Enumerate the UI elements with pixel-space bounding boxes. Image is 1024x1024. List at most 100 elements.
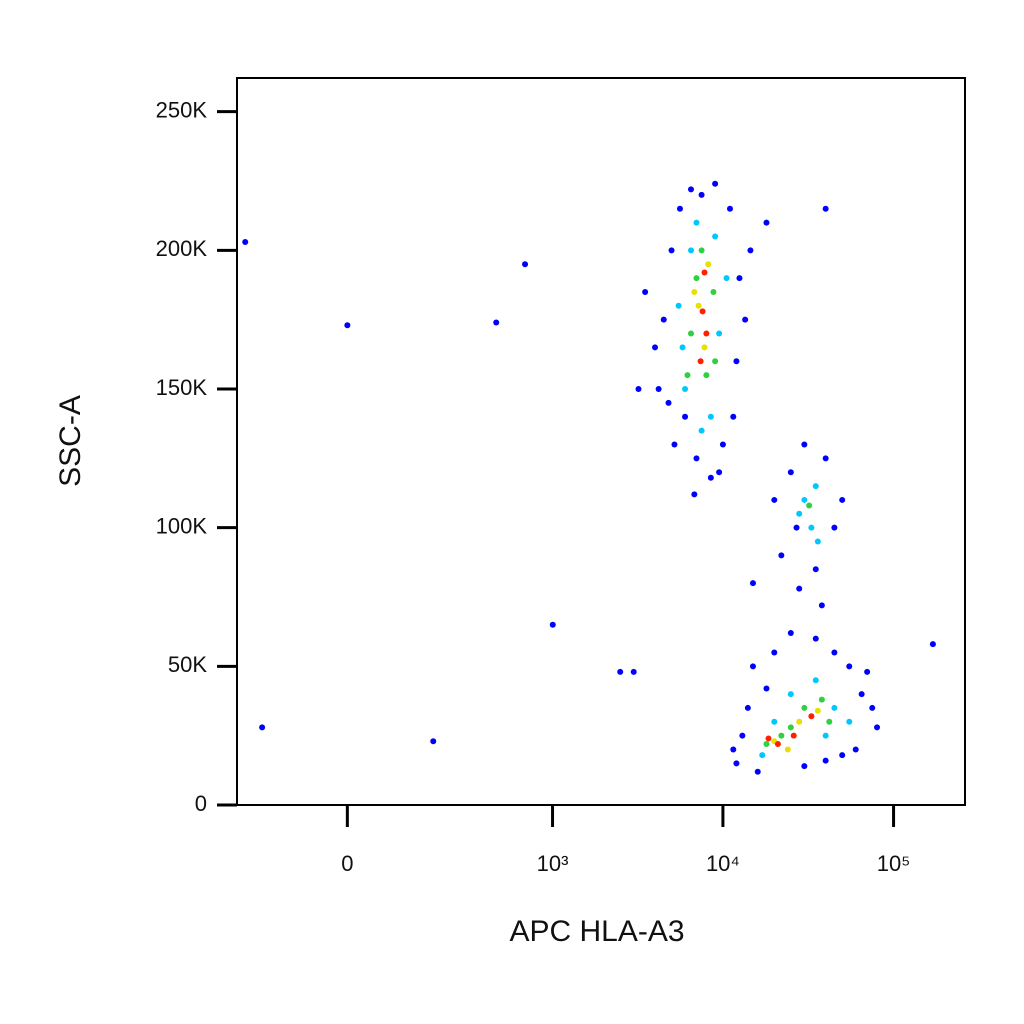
point — [771, 718, 778, 725]
point — [630, 668, 637, 675]
point — [796, 718, 803, 725]
point — [698, 191, 705, 198]
point — [687, 247, 694, 254]
point — [787, 630, 794, 637]
point — [635, 386, 642, 393]
point — [655, 386, 662, 393]
point — [744, 704, 751, 711]
point — [684, 372, 691, 379]
x-tick-label: 0 — [341, 851, 353, 876]
point — [778, 552, 785, 559]
point — [703, 372, 710, 379]
point — [716, 469, 723, 476]
point — [695, 302, 702, 309]
point — [831, 649, 838, 656]
point — [765, 735, 772, 742]
x-tick-label: 10⁴ — [706, 851, 740, 876]
point — [749, 663, 756, 670]
point — [822, 205, 829, 212]
point — [682, 413, 689, 420]
point — [808, 524, 815, 531]
point — [671, 441, 678, 448]
point — [787, 469, 794, 476]
y-tick-label: 50K — [168, 652, 207, 677]
point — [801, 704, 808, 711]
point — [831, 524, 838, 531]
point — [812, 483, 819, 490]
point — [707, 474, 714, 481]
point — [697, 358, 704, 365]
point — [747, 247, 754, 254]
point — [801, 441, 808, 448]
y-tick-label: 0 — [195, 791, 207, 816]
point — [787, 691, 794, 698]
plot-frame — [236, 77, 966, 806]
point — [699, 308, 706, 315]
point — [617, 668, 624, 675]
point — [698, 247, 705, 254]
point — [793, 524, 800, 531]
point — [705, 261, 712, 268]
point — [703, 330, 710, 337]
point — [712, 358, 719, 365]
point — [774, 740, 781, 747]
x-tick-label: 10⁵ — [877, 851, 911, 876]
point — [763, 219, 770, 226]
point — [522, 261, 529, 268]
point — [822, 455, 829, 462]
point — [733, 760, 740, 767]
point — [665, 399, 672, 406]
point — [660, 316, 667, 323]
point — [493, 319, 500, 326]
point — [818, 696, 825, 703]
point — [864, 668, 871, 675]
y-tick-label: 250K — [156, 97, 208, 122]
point — [687, 330, 694, 337]
point — [719, 441, 726, 448]
point — [698, 427, 705, 434]
point — [701, 344, 708, 351]
point — [652, 344, 659, 351]
point — [812, 677, 819, 684]
y-tick-label: 100K — [156, 513, 208, 538]
point — [242, 239, 249, 246]
point — [742, 316, 749, 323]
point — [549, 621, 556, 628]
point — [787, 724, 794, 731]
point — [812, 566, 819, 573]
point — [790, 732, 797, 739]
point — [730, 746, 737, 753]
point — [822, 732, 829, 739]
point — [801, 496, 808, 503]
point — [679, 344, 686, 351]
point — [812, 635, 819, 642]
point — [712, 180, 719, 187]
point — [874, 724, 881, 731]
point — [846, 718, 853, 725]
y-tick-label: 150K — [156, 375, 208, 400]
point — [808, 713, 815, 720]
point — [726, 205, 733, 212]
point — [682, 386, 689, 393]
point — [839, 752, 846, 759]
point — [344, 322, 351, 329]
point — [806, 502, 813, 509]
point — [839, 496, 846, 503]
point — [691, 288, 698, 295]
point — [852, 746, 859, 753]
point — [929, 641, 936, 648]
point — [846, 663, 853, 670]
point — [759, 752, 766, 759]
point — [712, 233, 719, 240]
point — [693, 275, 700, 282]
point — [693, 219, 700, 226]
point — [430, 738, 437, 745]
point — [676, 205, 683, 212]
point — [801, 763, 808, 770]
point — [814, 707, 821, 714]
point — [749, 580, 756, 587]
point — [778, 732, 785, 739]
point — [259, 724, 266, 731]
